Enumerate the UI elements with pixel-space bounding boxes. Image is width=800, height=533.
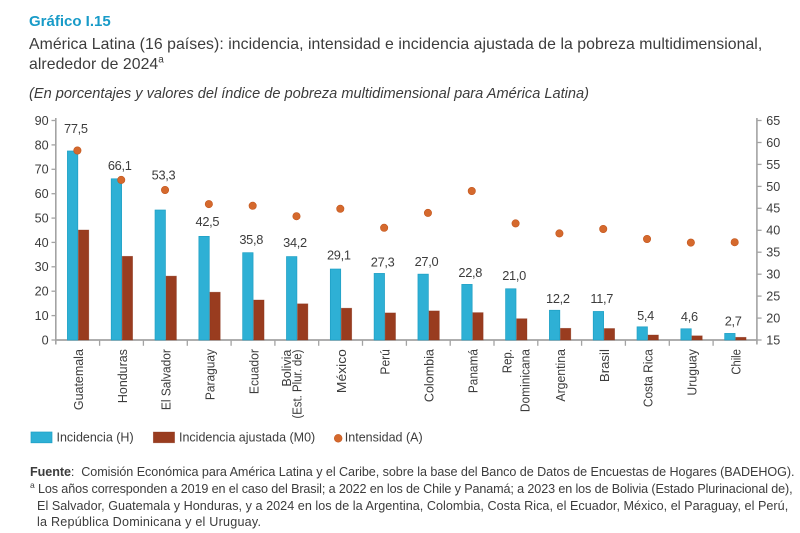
svg-text:45: 45 [766, 202, 780, 216]
svg-text:35: 35 [766, 246, 780, 260]
svg-text:El Salvador: El Salvador [160, 349, 174, 410]
svg-text:66,1: 66,1 [108, 158, 132, 173]
svg-text:Guatemala: Guatemala [72, 349, 86, 410]
svg-text:Incidencia ajustada (M0): Incidencia ajustada (M0) [179, 431, 315, 445]
svg-text:Ecuador: Ecuador [247, 349, 261, 394]
svg-text:21,0: 21,0 [502, 268, 526, 283]
svg-text:5,4: 5,4 [637, 308, 654, 323]
svg-text:35,8: 35,8 [239, 232, 263, 247]
svg-text:Rep.: Rep. [501, 349, 515, 373]
svg-text:Bolivia: Bolivia [280, 350, 294, 387]
svg-text:Argentina: Argentina [554, 349, 568, 402]
svg-text:20: 20 [766, 312, 780, 326]
svg-text:Intensidad (A): Intensidad (A) [345, 431, 423, 445]
svg-text:42,5: 42,5 [196, 214, 220, 229]
svg-text:70: 70 [35, 163, 49, 177]
svg-text:11,7: 11,7 [590, 291, 613, 306]
svg-text:30: 30 [35, 260, 49, 274]
svg-text:4,6: 4,6 [681, 309, 698, 324]
svg-text:53,3: 53,3 [152, 167, 176, 182]
svg-text:Perú: Perú [379, 349, 393, 375]
svg-text:80: 80 [35, 138, 49, 152]
svg-text:(Est. Plur. de): (Est. Plur. de) [290, 350, 304, 419]
svg-text:60: 60 [766, 136, 780, 150]
svg-text:Uruguay: Uruguay [685, 348, 699, 395]
svg-text:Incidencia (H): Incidencia (H) [57, 431, 134, 445]
svg-text:15: 15 [766, 333, 780, 347]
svg-text:55: 55 [766, 158, 780, 172]
svg-text:27,0: 27,0 [415, 254, 439, 269]
svg-text:27,3: 27,3 [371, 254, 395, 269]
svg-text:0: 0 [42, 333, 49, 347]
svg-text:40: 40 [766, 224, 780, 238]
svg-text:60: 60 [35, 187, 49, 201]
svg-text:Costa Rica: Costa Rica [642, 349, 656, 407]
svg-text:30: 30 [766, 268, 780, 282]
svg-text:Honduras: Honduras [116, 349, 130, 403]
svg-text:Brasil: Brasil [598, 349, 612, 382]
svg-text:90: 90 [35, 114, 49, 128]
svg-text:México: México [335, 349, 349, 393]
svg-text:2,7: 2,7 [725, 313, 742, 328]
svg-text:29,1: 29,1 [327, 248, 351, 263]
svg-text:Paraguay: Paraguay [203, 348, 217, 400]
svg-text:50: 50 [35, 212, 49, 226]
svg-text:12,2: 12,2 [546, 291, 570, 306]
svg-text:40: 40 [35, 236, 49, 250]
svg-text:65: 65 [766, 114, 780, 128]
svg-text:77,5: 77,5 [64, 121, 88, 136]
svg-text:22,8: 22,8 [458, 265, 482, 280]
svg-text:Dominicana: Dominicana [519, 349, 533, 412]
svg-text:50: 50 [766, 180, 780, 194]
svg-text:25: 25 [766, 290, 780, 304]
svg-text:Panamá: Panamá [466, 349, 480, 393]
svg-text:Chile: Chile [729, 349, 743, 375]
svg-text:10: 10 [35, 309, 49, 323]
svg-text:20: 20 [35, 285, 49, 299]
svg-text:34,2: 34,2 [283, 235, 307, 250]
svg-text:Colombia: Colombia [423, 349, 437, 402]
